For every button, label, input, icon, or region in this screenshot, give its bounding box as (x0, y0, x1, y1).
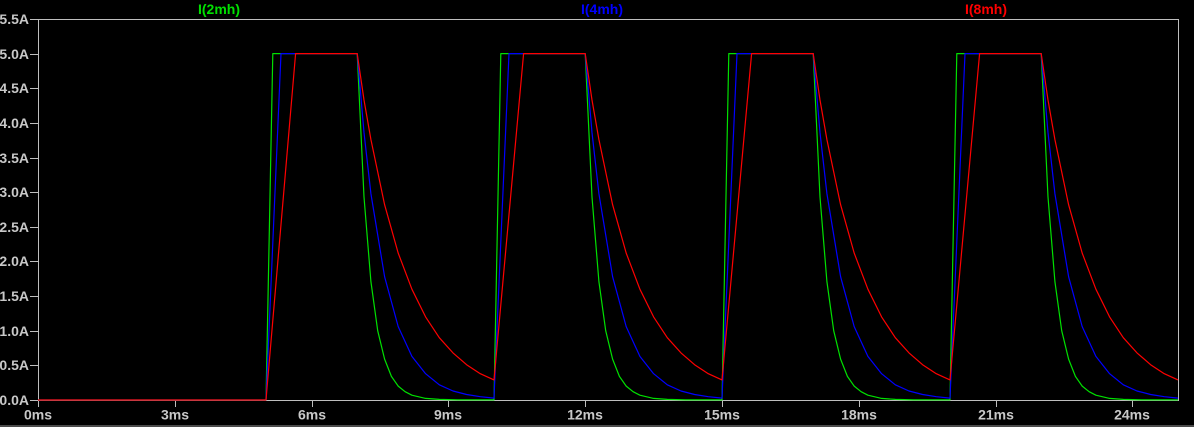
y-axis-tick-label: 0.0A (0, 392, 29, 408)
window-bottom-edge (0, 425, 1194, 427)
trace-i4mh[interactable] (38, 52, 1179, 401)
legend-trace-i4mh[interactable]: I(4mh) (581, 1, 623, 17)
y-axis-tick-label: 2.5A (0, 219, 29, 235)
x-axis-tick-label: 15ms (704, 406, 740, 422)
x-axis-tick-label: 12ms (567, 406, 603, 422)
x-axis-tick-label: 18ms (841, 406, 877, 422)
x-axis-tick-label: 9ms (434, 406, 462, 422)
y-axis-tick-label: 1.5A (0, 288, 29, 304)
x-axis-tick-label: 6ms (298, 406, 326, 422)
y-axis-tick-label: 0.5A (0, 357, 29, 373)
x-axis-tick-label: 24ms (1114, 406, 1150, 422)
x-axis-tick-label: 0ms (24, 406, 52, 422)
plot-border (38, 19, 1179, 401)
y-axis-tick-label: 5.0A (0, 46, 29, 62)
x-axis-tick-label: 21ms (978, 406, 1014, 422)
y-axis-tick-label: 3.5A (0, 150, 29, 166)
y-axis-tick-label: 3.0A (0, 184, 29, 200)
y-axis-tick-label: 4.5A (0, 80, 29, 96)
x-axis-tick-label: 3ms (161, 406, 189, 422)
trace-i8mh[interactable] (38, 52, 1179, 401)
y-axis-tick-label: 2.0A (0, 253, 29, 269)
y-axis-tick-label: 4.0A (0, 115, 29, 131)
trace-i2mh[interactable] (38, 52, 1178, 401)
legend-trace-i2mh[interactable]: I(2mh) (198, 1, 240, 17)
y-axis-tick-label: 1.0A (0, 323, 29, 339)
legend-trace-i8mh[interactable]: I(8mh) (965, 1, 1007, 17)
y-axis-tick-label: 5.5A (0, 11, 29, 27)
